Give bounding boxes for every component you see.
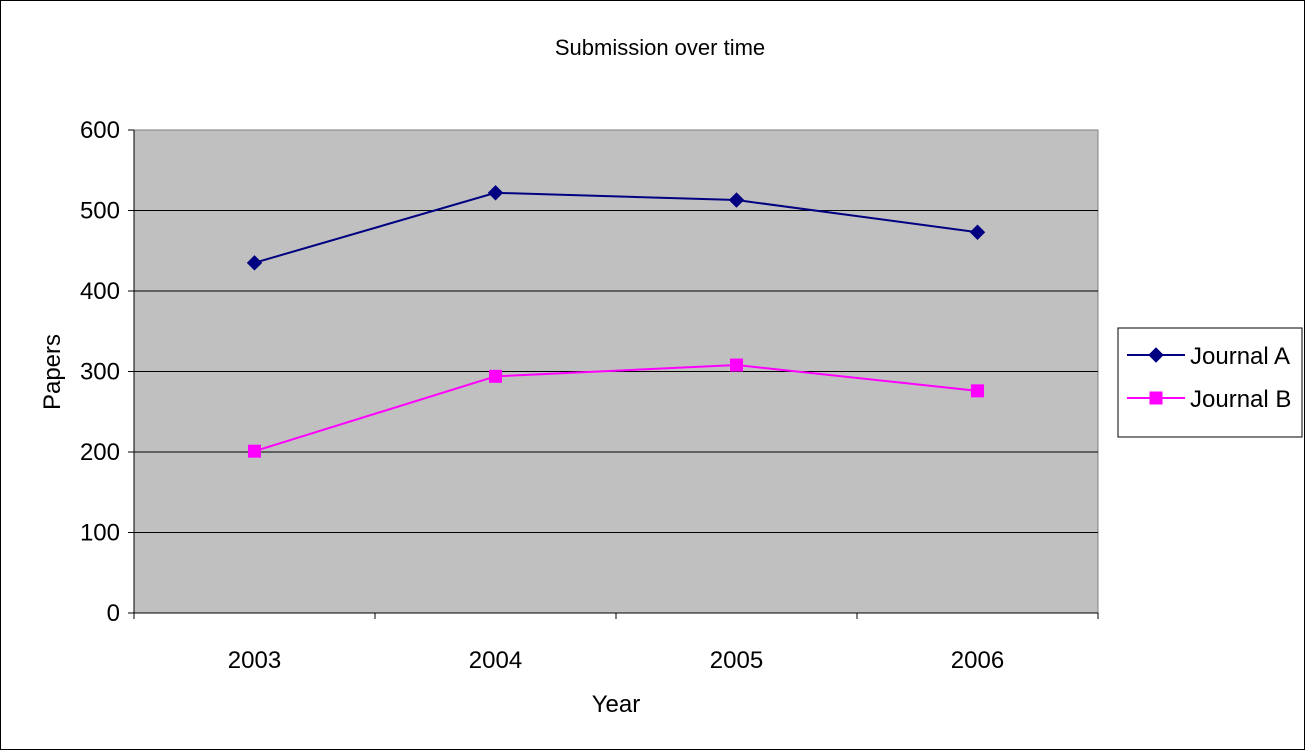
- y-tick-labels: 0 100 200 300 400 500 600: [80, 117, 120, 627]
- x-tick-label: 2003: [228, 647, 281, 674]
- legend: Journal A Journal B: [1117, 327, 1303, 438]
- y-tick-label: 400: [80, 278, 120, 305]
- legend-box: [1117, 327, 1303, 438]
- series-1-point: [246, 255, 263, 271]
- y-tick-label: 300: [80, 359, 120, 386]
- series-1-line: [254, 191, 978, 264]
- series-1-point: [728, 192, 745, 208]
- chart-title: Submission over time: [555, 35, 765, 60]
- y-tick-label: 100: [80, 520, 120, 547]
- series-1-point: [487, 185, 504, 201]
- x-axis-label: Year: [592, 691, 641, 718]
- series-2-point: [248, 444, 261, 458]
- x-tick-labels: 2003 2004 2005 2006: [228, 647, 1004, 674]
- x-tick-label: 2004: [469, 647, 522, 674]
- axes: [128, 129, 1099, 619]
- y-tick-label: 500: [80, 198, 120, 225]
- diamond-marker-icon: [1148, 347, 1164, 363]
- legend-item: Journal A: [1127, 343, 1290, 370]
- legend-item: Journal B: [1127, 386, 1291, 413]
- series-2-point: [730, 358, 743, 372]
- series-1-point: [969, 224, 986, 240]
- y-axis-label: Papers: [39, 334, 66, 410]
- x-tick-label: 2006: [951, 647, 1004, 674]
- x-tick-label: 2005: [710, 647, 763, 674]
- series-layer: [246, 185, 986, 458]
- square-marker-icon: [1149, 391, 1163, 405]
- series-2-point: [971, 384, 984, 398]
- y-tick-label: 200: [80, 439, 120, 466]
- series-2: [248, 358, 984, 458]
- series-2-point: [489, 369, 502, 383]
- y-tick-label: 0: [107, 600, 120, 627]
- legend-label: Journal B: [1190, 386, 1291, 413]
- y-tick-label: 600: [80, 117, 120, 144]
- legend-label: Journal A: [1190, 343, 1290, 370]
- series-1: [246, 185, 986, 271]
- series-2-line: [254, 364, 978, 453]
